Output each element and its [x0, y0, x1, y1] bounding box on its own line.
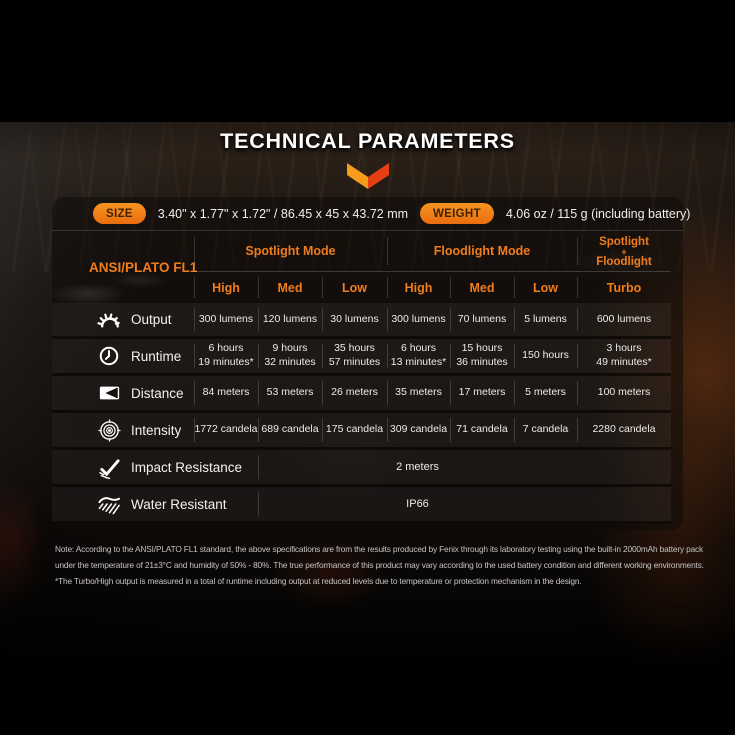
- distance-turbo: 100 meters: [577, 376, 671, 413]
- footnote-line-2: under the temperature of 21±3°C and humi…: [55, 560, 704, 570]
- col-header-spot-med: Med: [258, 272, 322, 303]
- size-badge: SIZE: [93, 203, 146, 224]
- distance-flood-med: 17 meters: [450, 376, 514, 413]
- runtime-spot-med: 9 hours 32 minutes: [258, 339, 322, 376]
- output-flood-high: 300 lumens: [387, 303, 450, 339]
- water-resistant-value: IP66: [258, 487, 671, 524]
- row-label-text: Impact Resistance: [131, 459, 243, 475]
- intensity-turbo: 2280 candela: [577, 413, 671, 450]
- runtime-flood-high: 6 hours 13 minutes*: [387, 339, 450, 376]
- header-spotlight-plus-floodlight: Spotlight + Floodlight: [577, 231, 671, 272]
- row-label-text: Intensity: [131, 422, 182, 438]
- col-header-flood-high: High: [387, 272, 450, 303]
- impact-resistance-icon: [97, 456, 121, 479]
- footnote: Note: According to the ANSI/PLATO FL1 st…: [55, 541, 727, 589]
- col-header-flood-low: Low: [514, 272, 577, 303]
- col-header-spot-low: Low: [322, 272, 387, 303]
- distance-spot-high: 84 meters: [194, 376, 258, 413]
- output-flood-med: 70 lumens: [450, 303, 514, 339]
- footnote-line-3: *The Turbo/High output is measured in a …: [55, 576, 582, 586]
- runtime-flood-med: 15 hours 36 minutes: [450, 339, 514, 376]
- intensity-spot-med: 689 candela: [258, 413, 322, 450]
- table-corner-label: ANSI/PLATO FL1: [89, 259, 198, 275]
- impact-resistance-value: 2 meters: [258, 450, 671, 487]
- row-label-impact-resistance: Impact Resistance: [52, 450, 258, 487]
- distance-spot-low: 26 meters: [322, 376, 387, 413]
- output-spot-high: 300 lumens: [194, 303, 258, 339]
- distance-spot-med: 53 meters: [258, 376, 322, 413]
- page-title: TECHNICAL PARAMETERS: [220, 129, 515, 153]
- row-label-text: Runtime: [131, 348, 182, 364]
- runtime-turbo: 3 hours 49 minutes*: [577, 339, 671, 376]
- col-header-turbo: Turbo: [577, 272, 671, 303]
- intensity-flood-high: 309 candela: [387, 413, 450, 450]
- intensity-spot-high: 1772 candela: [194, 413, 258, 450]
- row-label-text: Water Resistant: [131, 496, 227, 512]
- output-icon: [97, 309, 121, 331]
- intensity-spot-low: 175 candela: [322, 413, 387, 450]
- row-label-water-resistant: Water Resistant: [52, 487, 258, 524]
- row-label-intensity: Intensity: [52, 413, 194, 450]
- size-value: 3.40" x 1.77" x 1.72" / 86.45 x 45 x 43.…: [157, 206, 409, 221]
- chevron-down-icon: [346, 162, 390, 195]
- header-spotlight-mode: Spotlight Mode: [194, 231, 387, 272]
- combo-line-2: Floodlight: [596, 255, 652, 268]
- runtime-icon: [97, 345, 121, 367]
- output-spot-med: 120 lumens: [258, 303, 322, 339]
- output-turbo: 600 lumens: [577, 303, 671, 339]
- col-header-spot-high: High: [194, 272, 258, 303]
- distance-flood-high: 35 meters: [387, 376, 450, 413]
- intensity-flood-low: 7 candela: [514, 413, 577, 450]
- runtime-spot-high: 6 hours 19 minutes*: [194, 339, 258, 376]
- row-label-runtime: Runtime: [52, 339, 194, 376]
- combo-plus: +: [621, 246, 627, 257]
- size-weight-row: SIZE 3.40" x 1.77" x 1.72" / 86.45 x 45 …: [52, 197, 690, 231]
- water-resistant-icon: [97, 493, 121, 516]
- runtime-spot-low: 35 hours 57 minutes: [322, 339, 387, 376]
- row-label-distance: Distance: [52, 376, 194, 413]
- distance-flood-low: 5 meters: [514, 376, 577, 413]
- chevron-wrap: [0, 162, 735, 195]
- intensity-flood-med: 71 candela: [450, 413, 514, 450]
- row-label-text: Distance: [131, 385, 184, 401]
- header-floodlight-mode: Floodlight Mode: [387, 231, 577, 272]
- intensity-icon: [97, 418, 121, 442]
- row-label-text: Output: [131, 312, 172, 327]
- footnote-line-1: Note: According to the ANSI/PLATO FL1 st…: [55, 544, 704, 554]
- combo-line-1: Spotlight: [599, 235, 649, 248]
- spec-panel: SIZE 3.40" x 1.77" x 1.72" / 86.45 x 45 …: [52, 197, 690, 530]
- weight-badge: WEIGHT: [420, 203, 494, 224]
- spec-table: ANSI/PLATO FL1 Spotlight Mode Floodlight…: [52, 231, 683, 524]
- output-spot-low: 30 lumens: [322, 303, 387, 339]
- runtime-flood-low: 150 hours: [514, 339, 577, 376]
- distance-icon: [97, 382, 121, 404]
- row-label-output: Output: [52, 303, 194, 339]
- col-header-flood-med: Med: [450, 272, 514, 303]
- weight-value: 4.06 oz / 115 g (including battery): [505, 206, 691, 221]
- output-flood-low: 5 lumens: [514, 303, 577, 339]
